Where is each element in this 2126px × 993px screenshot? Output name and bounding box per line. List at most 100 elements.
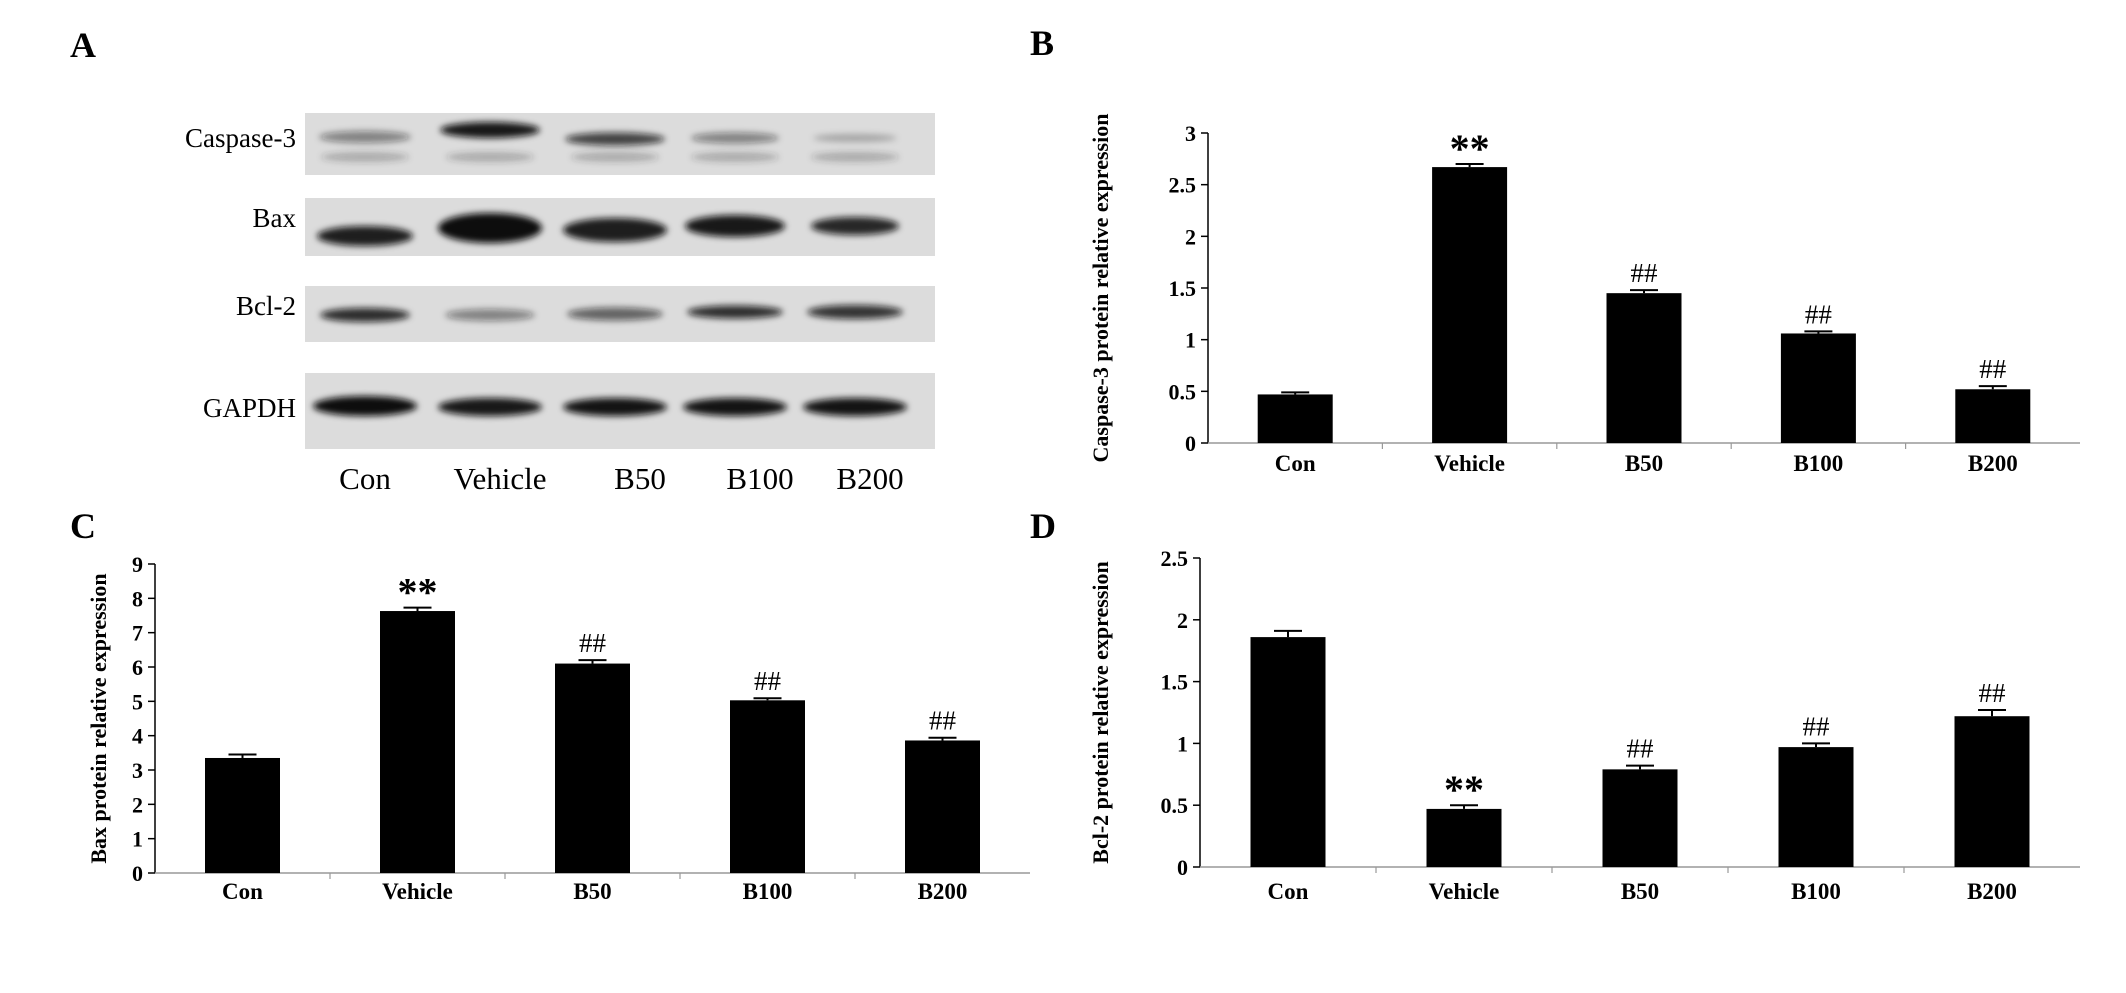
blot-row-label-gapdh: GAPDH — [203, 393, 296, 423]
y-tick-label-b: 3 — [1185, 121, 1196, 146]
blot-band — [683, 398, 787, 416]
y-tick-label-c: 3 — [132, 758, 143, 783]
blot-band — [313, 396, 417, 416]
y-tick-label-c: 9 — [132, 552, 143, 577]
y-tick-label-d: 1 — [1177, 731, 1188, 756]
y-tick-label-b: 2.5 — [1169, 173, 1197, 198]
blot-band — [565, 132, 665, 146]
y-tick-label-c: 4 — [132, 724, 143, 749]
x-tick-label-d-vehicle: Vehicle — [1429, 879, 1500, 904]
blot-band — [691, 132, 779, 144]
x-tick-label-d-b200: B200 — [1967, 879, 2017, 904]
y-axis-label-c: Bax protein relative expression — [86, 573, 111, 863]
significance-label-c-b50: ## — [579, 628, 607, 658]
y-tick-label-b: 0 — [1185, 431, 1196, 456]
bar-c-con — [205, 757, 280, 873]
x-tick-label-c-b200: B200 — [918, 879, 968, 904]
y-tick-label-c: 7 — [132, 621, 143, 646]
blot-band — [440, 122, 540, 138]
y-tick-label-c: 2 — [132, 792, 143, 817]
blot-lane-label-b50: B50 — [614, 461, 666, 496]
blot-band — [811, 217, 899, 235]
y-tick-label-d: 1.5 — [1161, 670, 1189, 695]
significance-label-c-b200: ## — [929, 706, 957, 736]
blot-band-lower — [691, 152, 779, 162]
bar-b-con — [1257, 394, 1333, 443]
bar-d-con — [1250, 637, 1326, 867]
panel-label-d: D — [1030, 506, 1056, 546]
blot-band — [438, 398, 542, 416]
y-axis-label-d: Bcl-2 protein relative expression — [1088, 561, 1113, 863]
bar-c-b100 — [730, 700, 805, 873]
blot-band-lower — [446, 152, 534, 162]
y-tick-label-b: 1 — [1185, 328, 1196, 353]
blot-lane-label-vehicle: Vehicle — [454, 461, 547, 496]
y-tick-label-d: 0.5 — [1161, 793, 1189, 818]
blot-lane-label-b100: B100 — [726, 461, 793, 496]
bar-b-vehicle — [1432, 167, 1508, 443]
blot-band — [445, 309, 535, 321]
blot-band — [319, 131, 411, 143]
y-tick-label-b: 0.5 — [1169, 379, 1197, 404]
bar-b-b100 — [1780, 333, 1856, 443]
blot-row-label-caspase-3: Caspase-3 — [185, 123, 296, 153]
significance-label-d-b50: ## — [1627, 734, 1655, 764]
bar-c-vehicle — [380, 611, 455, 873]
x-tick-label-c-con: Con — [222, 879, 263, 904]
significance-label-d-b200: ## — [1979, 678, 2007, 708]
blot-row-label-bax: Bax — [253, 203, 297, 233]
blot-band — [563, 398, 667, 416]
panel-label-c: C — [70, 506, 96, 546]
blot-lane-label-con: Con — [339, 461, 391, 496]
significance-label-d-vehicle: ** — [1444, 767, 1484, 812]
blot-band-lower — [571, 152, 659, 162]
panel-label-a: A — [70, 25, 96, 65]
significance-label-c-vehicle: ** — [398, 570, 438, 615]
bar-d-b50 — [1602, 769, 1678, 867]
significance-label-b-b100: ## — [1805, 299, 1833, 329]
x-tick-label-b-b200: B200 — [1968, 451, 2018, 476]
x-tick-label-d-con: Con — [1268, 879, 1309, 904]
y-tick-label-c: 0 — [132, 861, 143, 886]
y-tick-label-b: 1.5 — [1169, 276, 1197, 301]
significance-label-c-b100: ## — [754, 666, 782, 696]
blot-band-lower — [811, 152, 899, 162]
bar-c-b200 — [905, 740, 980, 873]
blot-band — [807, 305, 903, 319]
y-tick-label-c: 1 — [132, 827, 143, 852]
significance-label-b-b50: ## — [1631, 258, 1659, 288]
x-tick-label-d-b50: B50 — [1621, 879, 1659, 904]
blot-row-label-bcl-2: Bcl-2 — [236, 291, 296, 321]
x-tick-label-c-b50: B50 — [573, 879, 611, 904]
blot-band — [687, 305, 783, 319]
x-tick-label-c-vehicle: Vehicle — [382, 879, 453, 904]
x-tick-label-c-b100: B100 — [743, 879, 793, 904]
blot-band — [685, 215, 785, 237]
blot-band — [567, 307, 663, 321]
blot-band — [813, 134, 897, 142]
bar-d-vehicle — [1426, 808, 1502, 867]
y-tick-label-d: 2.5 — [1161, 546, 1189, 571]
bar-d-b200 — [1954, 716, 2030, 867]
x-tick-label-b-b100: B100 — [1793, 451, 1843, 476]
blot-band — [803, 398, 907, 416]
blot-band — [320, 308, 410, 322]
significance-label-b-b200: ## — [1979, 354, 2007, 384]
y-axis-label-b: Caspase-3 protein relative expression — [1088, 114, 1113, 463]
panel-label-b: B — [1030, 23, 1055, 63]
y-tick-label-d: 2 — [1177, 608, 1188, 633]
bar-b-b50 — [1606, 293, 1682, 443]
x-tick-label-b-vehicle: Vehicle — [1434, 451, 1505, 476]
bar-c-b50 — [555, 663, 630, 873]
y-tick-label-d: 0 — [1177, 855, 1188, 880]
significance-label-d-b100: ## — [1803, 711, 1831, 741]
blot-band — [317, 226, 413, 246]
y-tick-label-b: 2 — [1185, 224, 1196, 249]
bar-b-b200 — [1955, 389, 2031, 443]
significance-label-b-vehicle: ** — [1450, 126, 1490, 171]
x-tick-label-d-b100: B100 — [1791, 879, 1841, 904]
blot-band — [563, 218, 667, 242]
